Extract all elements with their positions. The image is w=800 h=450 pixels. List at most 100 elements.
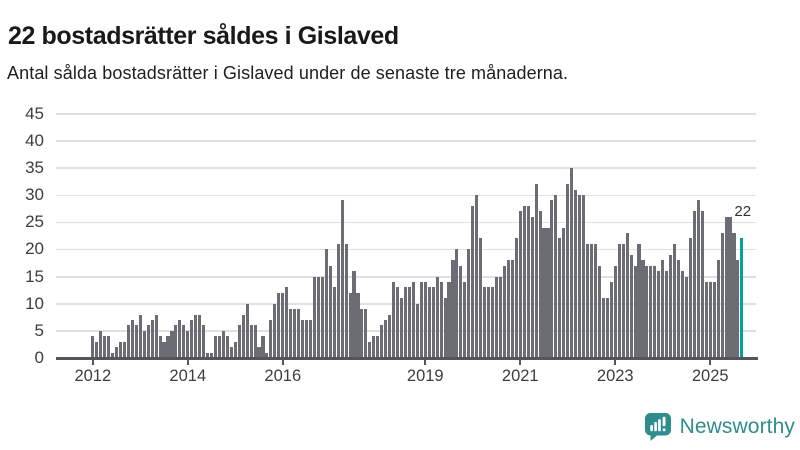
bar [526,205,530,358]
x-tick-label: 2019 [406,367,444,385]
bar [384,319,388,358]
bar [372,336,376,358]
bar [479,238,483,358]
bar [427,287,431,358]
bar [249,325,253,358]
bar [297,309,301,358]
bar [665,271,669,358]
bar [498,276,502,358]
bar [95,341,99,358]
bar [134,325,138,358]
bar [550,200,554,358]
bar [728,216,732,358]
bar [712,281,716,358]
bar [150,319,154,358]
bar [661,260,665,358]
newsworthy-logo[interactable]: Newsworthy [644,411,795,443]
bar [158,336,162,358]
bar [308,319,313,358]
bar [217,336,221,358]
bar [396,287,400,358]
bar [146,325,150,358]
y-tick-label: 20 [25,239,44,259]
bar [99,330,103,358]
bar [538,211,542,358]
bar [506,260,510,358]
bar [471,205,475,358]
bar [475,195,479,358]
bar [570,167,574,358]
bar [103,336,107,358]
bar [154,314,158,358]
bar [657,271,661,358]
bar [597,265,601,358]
bar [566,184,570,358]
bar [419,281,423,358]
bar [578,195,582,358]
bar [281,292,285,358]
bar [431,287,435,358]
bar [190,319,194,358]
bar [399,298,404,358]
bar [514,238,518,358]
bar [641,260,645,358]
bar [269,319,273,358]
bar [138,314,142,358]
bar [115,347,119,358]
bar [241,314,245,358]
x-axis-line [56,356,758,360]
bar [423,281,427,358]
bar [558,238,562,358]
bar [649,265,653,358]
bar [277,292,281,358]
bar [439,281,443,358]
x-axis-tick [281,359,284,365]
y-tick-label: 40 [25,130,44,150]
bar [732,233,736,358]
bar [301,319,305,358]
y-tick-label: 25 [25,212,44,232]
highlight-value-label: 22 [734,203,752,221]
bar [502,265,506,358]
bar [593,243,597,358]
bar [174,325,178,358]
bar [692,211,696,358]
bar [716,260,720,358]
bar [194,314,198,358]
bar [273,303,277,358]
gridline [56,167,756,169]
bar [435,276,439,358]
x-axis-tick [186,359,189,365]
x-tick-label: 2016 [264,367,302,385]
gridline [56,221,756,224]
highlight-bar [740,238,744,358]
y-tick-label: 10 [25,293,44,313]
bar [609,281,613,358]
bar [356,292,360,358]
bar [213,336,218,358]
bar [229,347,233,358]
x-axis-tick [614,359,617,365]
bar [186,330,190,358]
bar [233,341,237,358]
bar [209,352,214,358]
bar [411,281,415,358]
bar [253,325,257,358]
bar [467,249,471,358]
bar [451,260,455,358]
newsworthy-wordmark: Newsworthy [679,415,795,438]
x-axis-tick [519,359,522,365]
bar [332,287,336,358]
bar [364,309,368,358]
bar [368,341,372,358]
bar [463,281,467,358]
bar [684,276,689,358]
bar [443,298,447,358]
bar [107,336,111,358]
bar [605,298,609,358]
bar [91,336,95,358]
bar [669,254,673,358]
bar [518,211,522,358]
bar [455,249,459,358]
